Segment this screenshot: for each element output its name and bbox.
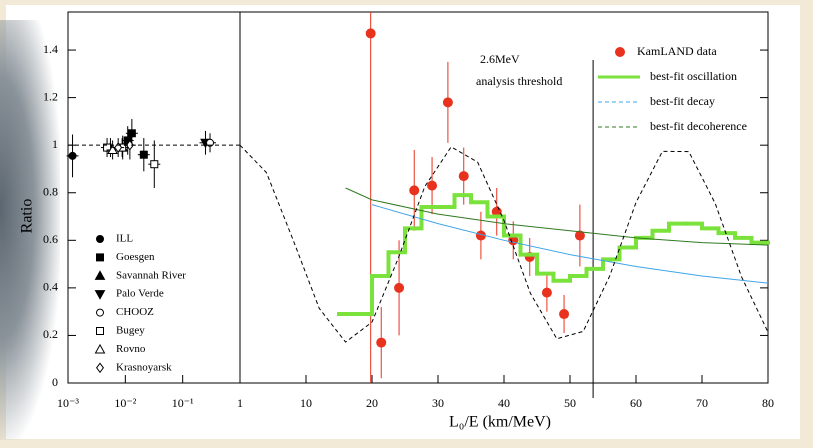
data-point — [458, 171, 469, 182]
x-tick-label: 70 — [696, 396, 708, 410]
data-point — [365, 28, 376, 39]
legend-label: CHOOZ — [116, 306, 154, 318]
legend-marker — [96, 362, 104, 374]
background-blur — [0, 20, 60, 440]
legend-marker — [96, 253, 104, 262]
legend-label: Krasnoyarsk — [116, 361, 172, 373]
legend-label: Bugey — [116, 325, 145, 337]
x-tick-label: 10⁻² — [114, 396, 136, 410]
legend-label: Savannah River — [116, 269, 186, 281]
legend-label: Rovno — [116, 343, 146, 355]
legend-marker — [615, 47, 625, 57]
legend-marker — [96, 308, 104, 317]
marker — [150, 160, 159, 169]
data-point — [442, 97, 453, 108]
legend-marker — [94, 290, 106, 300]
data-point — [394, 282, 405, 293]
x-tick-label: 10⁻³ — [57, 396, 79, 410]
x-tick-label: 40 — [498, 396, 510, 410]
legend-marker — [96, 235, 104, 243]
data-point — [574, 230, 585, 241]
marker — [107, 144, 118, 155]
data-point — [541, 287, 552, 298]
x-tick-label: 10 — [300, 396, 312, 410]
y-tick-label: 0.6 — [43, 232, 58, 246]
data-point — [559, 309, 570, 320]
x-tick-label: 60 — [630, 396, 642, 410]
marker — [68, 151, 77, 160]
y-tick-label: 1.4 — [43, 42, 58, 56]
marker — [139, 150, 148, 159]
y-tick-label: 0.2 — [43, 327, 58, 341]
marker — [206, 138, 215, 147]
legend-label: KamLAND data — [637, 44, 717, 58]
plot-frame — [67, 11, 769, 384]
x-tick-label: 30 — [432, 396, 444, 410]
legend-marker — [96, 327, 104, 335]
legend-label: ILL — [116, 233, 133, 245]
legend-label: Goesgen — [116, 251, 155, 263]
x-tick-label: 10⁻¹ — [172, 396, 194, 410]
marker — [127, 129, 136, 138]
x-tick-label: 50 — [564, 396, 576, 410]
data-point — [427, 180, 438, 191]
line — [371, 204, 768, 284]
x-tick-label: 1 — [237, 396, 243, 410]
legend-marker — [94, 343, 106, 354]
annotation: analysis threshold — [476, 74, 562, 88]
y-tick-label: 1 — [52, 137, 58, 151]
legend-label: Palo Verde — [116, 288, 164, 300]
line — [240, 144, 768, 343]
y-tick-label: 0.4 — [43, 280, 58, 294]
y-tick-label: 1.2 — [43, 89, 58, 103]
line — [345, 187, 768, 246]
y-tick-label: 0 — [52, 375, 58, 389]
legend-label: best-fit oscillation — [650, 69, 737, 83]
legend-label: best-fit decoherence — [650, 119, 747, 133]
x-axis-label: L₀/E (km/MeV) — [449, 414, 551, 431]
x-tick-label: 80 — [762, 396, 774, 410]
data-point — [376, 337, 387, 348]
y-axis-label: Ratio — [19, 199, 36, 234]
marker — [125, 139, 134, 151]
data-point — [409, 185, 420, 196]
y-tick-label: 0.8 — [43, 184, 58, 198]
annotation: 2.6MeV — [480, 52, 520, 66]
x-tick-label: 20 — [366, 396, 378, 410]
legend-label: best-fit decay — [650, 94, 715, 108]
legend-marker — [94, 270, 106, 280]
marker — [103, 143, 112, 152]
data-point — [475, 230, 486, 241]
